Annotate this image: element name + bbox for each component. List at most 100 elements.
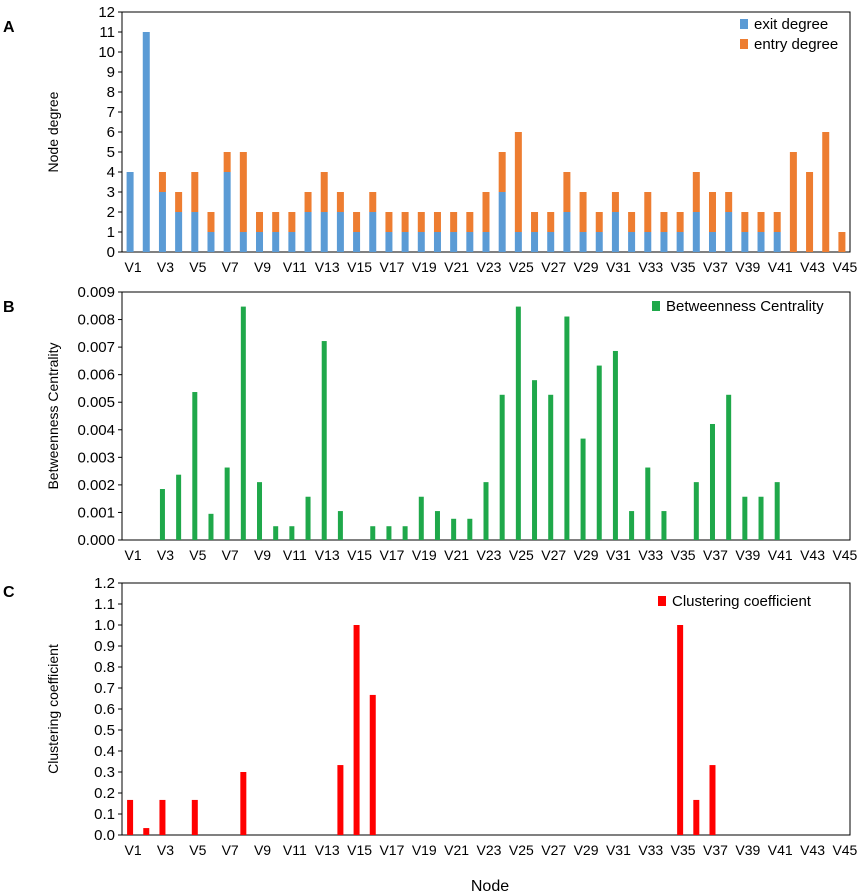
y-tick-label: 0.002	[77, 477, 115, 494]
bar-entry-degree	[385, 212, 393, 232]
y-tick-label: 0.8	[94, 659, 115, 676]
bar-entry-degree	[644, 192, 652, 232]
bar-clustering-coefficient	[240, 772, 247, 835]
x-tick-label: V1	[125, 547, 142, 563]
bar-exit-degree	[466, 232, 474, 252]
y-tick-label: 10	[98, 44, 115, 61]
x-tick-label: V21	[444, 259, 469, 275]
bar-entry-degree	[223, 152, 231, 172]
bar-betweenness-centrality	[192, 392, 198, 540]
bar-exit-degree	[288, 232, 296, 252]
x-tick-label: V19	[412, 259, 437, 275]
x-tick-label: V37	[703, 842, 728, 858]
bar-betweenness-centrality	[629, 511, 635, 540]
x-tick-label: V41	[768, 547, 793, 563]
x-tick-label: V17	[379, 547, 404, 563]
x-tick-label: V45	[832, 547, 857, 563]
x-tick-label: V23	[477, 842, 502, 858]
x-tick-label: V23	[477, 547, 502, 563]
bar-betweenness-centrality	[257, 482, 263, 540]
x-tick-label: V15	[347, 842, 372, 858]
bar-betweenness-centrality	[289, 526, 295, 540]
bar-exit-degree	[692, 212, 700, 252]
x-tick-label: V25	[509, 842, 534, 858]
x-tick-label: V31	[606, 259, 631, 275]
x-tick-label: V35	[671, 547, 696, 563]
bar-exit-degree	[223, 172, 231, 252]
bar-exit-degree	[401, 232, 409, 252]
plot-frame-c	[121, 582, 851, 836]
bar-clustering-coefficient	[353, 625, 360, 835]
y-tick-label: 11	[99, 24, 115, 41]
x-tick-label: V1	[125, 842, 142, 858]
bar-betweenness-centrality	[548, 394, 554, 540]
bar-betweenness-centrality	[612, 350, 618, 540]
bar-exit-degree	[628, 232, 636, 252]
bar-exit-degree	[741, 232, 749, 252]
x-tick-label: V33	[638, 259, 663, 275]
bar-exit-degree	[191, 212, 199, 252]
legend-label: entry degree	[754, 36, 838, 53]
x-tick-label: V29	[574, 259, 599, 275]
bar-betweenness-centrality	[499, 394, 505, 540]
bar-betweenness-centrality	[337, 511, 343, 540]
bar-betweenness-centrality	[693, 482, 699, 540]
bar-betweenness-centrality	[305, 496, 311, 540]
x-tick-label: V3	[157, 842, 174, 858]
legend-label: Clustering coefficient	[672, 593, 812, 610]
bar-betweenness-centrality	[742, 496, 748, 540]
y-tick-label: 5	[107, 144, 115, 161]
bar-exit-degree	[644, 232, 652, 252]
bar-entry-degree	[239, 152, 247, 232]
y-tick-label: 0.7	[94, 680, 115, 697]
x-tick-label: V35	[671, 259, 696, 275]
x-tick-label: V43	[800, 259, 825, 275]
x-tick-label: V31	[606, 547, 631, 563]
x-tick-label: V13	[315, 547, 340, 563]
bar-betweenness-centrality	[580, 438, 586, 540]
bar-betweenness-centrality	[240, 306, 246, 540]
x-tick-label: V29	[574, 842, 599, 858]
legend-swatch	[652, 301, 660, 311]
bar-entry-degree	[369, 192, 377, 212]
bar-entry-degree	[773, 212, 781, 232]
bar-exit-degree	[498, 192, 506, 252]
bar-entry-degree	[708, 192, 716, 232]
x-tick-label: V9	[254, 259, 271, 275]
bar-betweenness-centrality	[467, 518, 473, 540]
bar-entry-degree	[466, 212, 474, 232]
bar-betweenness-centrality	[596, 365, 602, 540]
y-tick-label: 0.009	[77, 284, 115, 301]
y-tick-label: 0.6	[94, 701, 115, 718]
x-tick-label: V3	[157, 259, 174, 275]
bar-exit-degree	[385, 232, 393, 252]
x-tick-label: V23	[477, 259, 502, 275]
y-tick-label: 1	[107, 224, 115, 241]
y-tick-label: 0.000	[77, 532, 115, 549]
x-tick-label: V13	[315, 842, 340, 858]
x-tick-label: V9	[254, 842, 271, 858]
bar-entry-degree	[158, 172, 166, 192]
x-tick-label: V11	[283, 842, 307, 858]
legend-swatch	[740, 39, 748, 49]
bar-entry-degree	[579, 192, 587, 232]
bar-betweenness-centrality	[774, 482, 780, 540]
y-tick-label: 0	[107, 244, 115, 261]
y-tick-label: 0.3	[94, 764, 115, 781]
x-tick-label: V21	[444, 842, 469, 858]
y-tick-label: 0.008	[77, 312, 115, 329]
x-tick-label: V33	[638, 547, 663, 563]
bar-exit-degree	[547, 232, 555, 252]
bar-betweenness-centrality	[709, 423, 715, 540]
x-tick-label: V27	[541, 547, 566, 563]
y-axis-title: Clustering coefficient	[45, 644, 61, 774]
bar-entry-degree	[320, 172, 328, 212]
y-tick-label: 1.0	[94, 617, 115, 634]
bar-entry-degree	[547, 212, 555, 232]
x-tick-label: V19	[412, 547, 437, 563]
bar-betweenness-centrality	[645, 467, 651, 540]
panel-label-c: C	[3, 584, 15, 601]
panel-label-b: B	[3, 299, 15, 316]
bar-exit-degree	[239, 232, 247, 252]
